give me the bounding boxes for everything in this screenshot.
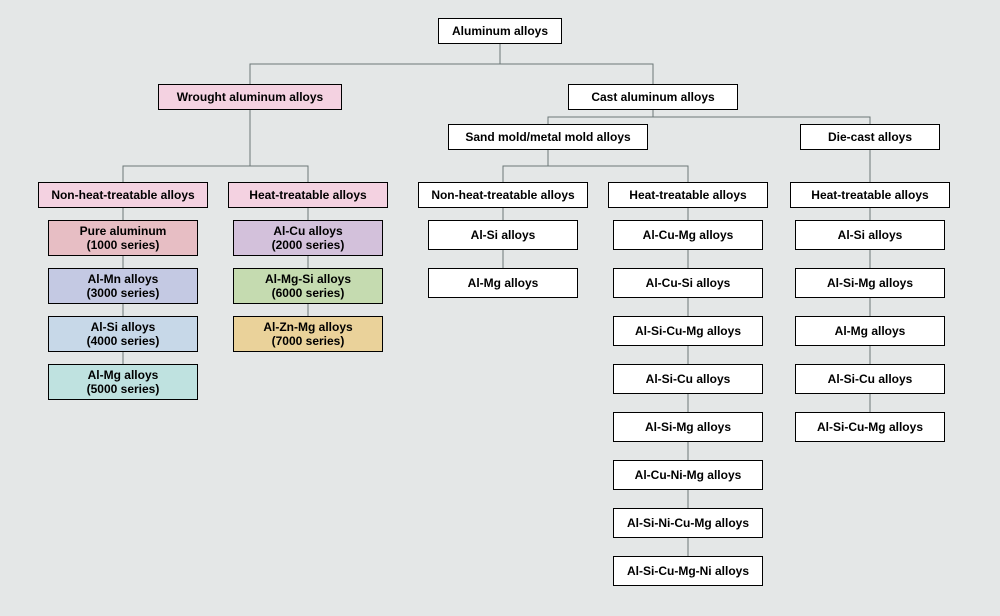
node-sh-alcusi: Al-Cu-Si alloys — [613, 268, 763, 298]
node-w5000: Al-Mg alloys (5000 series) — [48, 364, 198, 400]
node-s-alsi: Al-Si alloys — [428, 220, 578, 250]
node-wrought: Wrought aluminum alloys — [158, 84, 342, 110]
node-d-almg: Al-Mg alloys — [795, 316, 945, 346]
node-sh-alsinicumg: Al-Si-Ni-Cu-Mg alloys — [613, 508, 763, 538]
node-s-nonheat: Non-heat-treatable alloys — [418, 182, 588, 208]
node-d-alsicu: Al-Si-Cu alloys — [795, 364, 945, 394]
node-sh-alcumg: Al-Cu-Mg alloys — [613, 220, 763, 250]
edge — [250, 110, 308, 182]
node-sh-alcunimg: Al-Cu-Ni-Mg alloys — [613, 460, 763, 490]
diagram-stage: Aluminum alloys Wrought aluminum alloys Ca… — [0, 0, 1000, 616]
node-s-almg: Al-Mg alloys — [428, 268, 578, 298]
edges-layer — [0, 0, 1000, 616]
node-root: Aluminum alloys — [438, 18, 562, 44]
node-d-heat: Heat-treatable alloys — [790, 182, 950, 208]
node-w3000: Al-Mn alloys (3000 series) — [48, 268, 198, 304]
node-w4000: Al-Si alloys (4000 series) — [48, 316, 198, 352]
edge — [548, 150, 688, 182]
node-w7000: Al-Zn-Mg alloys (7000 series) — [233, 316, 383, 352]
node-s-heat: Heat-treatable alloys — [608, 182, 768, 208]
node-sandmold: Sand mold/metal mold alloys — [448, 124, 648, 150]
node-w1000: Pure aluminum (1000 series) — [48, 220, 198, 256]
node-sh-alsicu: Al-Si-Cu alloys — [613, 364, 763, 394]
node-sh-alsicumg: Al-Si-Cu-Mg alloys — [613, 316, 763, 346]
node-d-alsimg: Al-Si-Mg alloys — [795, 268, 945, 298]
node-w-heat: Heat-treatable alloys — [228, 182, 388, 208]
edge — [548, 110, 653, 124]
node-w2000: Al-Cu alloys (2000 series) — [233, 220, 383, 256]
node-d-alsicumg: Al-Si-Cu-Mg alloys — [795, 412, 945, 442]
node-diecast: Die-cast alloys — [800, 124, 940, 150]
edge — [500, 44, 653, 84]
edge — [123, 110, 250, 182]
node-cast: Cast aluminum alloys — [568, 84, 738, 110]
edge — [250, 44, 500, 84]
node-w-nonheat: Non-heat-treatable alloys — [38, 182, 208, 208]
node-d-alsi: Al-Si alloys — [795, 220, 945, 250]
edge — [503, 150, 548, 182]
node-w6000: Al-Mg-Si alloys (6000 series) — [233, 268, 383, 304]
edge — [653, 110, 870, 124]
node-sh-alsimg: Al-Si-Mg alloys — [613, 412, 763, 442]
node-sh-alsicumgni: Al-Si-Cu-Mg-Ni alloys — [613, 556, 763, 586]
